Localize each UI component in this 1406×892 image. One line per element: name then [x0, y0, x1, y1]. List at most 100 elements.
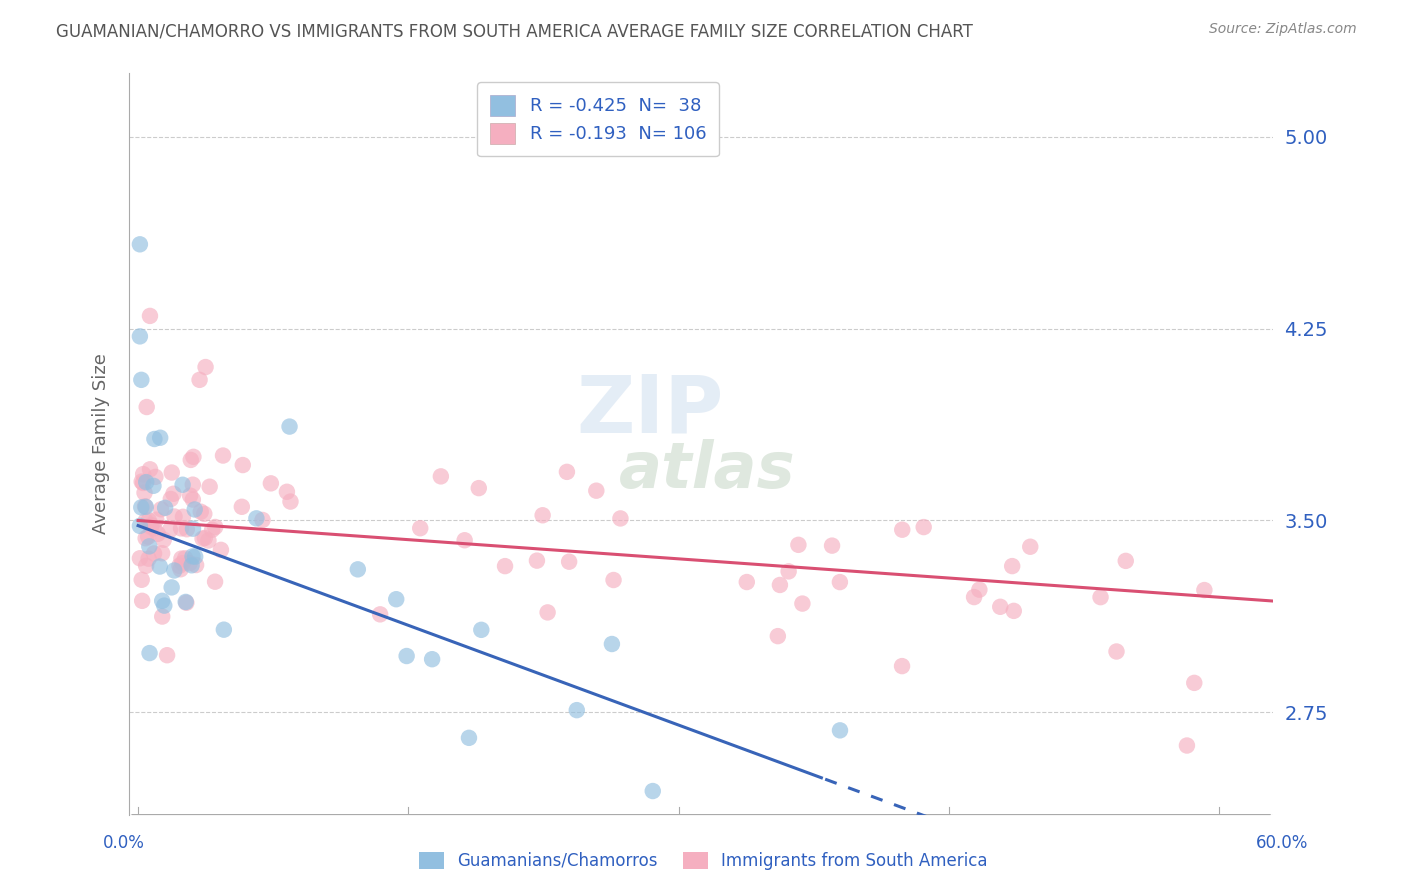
Point [159, 523, 181, 537]
Text: 60.0%: 60.0% [1256, 834, 1309, 852]
Point [179, 556, 201, 570]
Point [368, 607, 391, 622]
Point [181, 549, 204, 564]
Point [141, 518, 163, 533]
Point [132, 467, 155, 482]
Point [138, 539, 160, 553]
Text: GUAMANIAN/CHAMORRO VS IMMIGRANTS FROM SOUTH AMERICA AVERAGE FAMILY SIZE CORRELAT: GUAMANIAN/CHAMORRO VS IMMIGRANTS FROM SO… [56, 22, 973, 40]
Point [172, 556, 194, 570]
Point [536, 606, 558, 620]
Point [609, 511, 631, 525]
Point [1090, 590, 1112, 604]
Point [641, 784, 664, 798]
Point [160, 581, 183, 595]
Point [204, 520, 226, 534]
Point [395, 648, 418, 663]
Point [792, 597, 814, 611]
Point [193, 507, 215, 521]
Point [150, 609, 173, 624]
Point [1002, 604, 1025, 618]
Point [212, 449, 235, 463]
Point [565, 703, 588, 717]
Point [828, 723, 851, 738]
Point [430, 469, 453, 483]
Point [212, 623, 235, 637]
Point [821, 539, 844, 553]
Point [153, 500, 176, 515]
Point [891, 659, 914, 673]
Point [735, 574, 758, 589]
Point [231, 500, 253, 514]
Point [209, 542, 232, 557]
Point [555, 465, 578, 479]
Point [470, 623, 492, 637]
Point [150, 502, 173, 516]
Point [1001, 559, 1024, 574]
Point [135, 500, 157, 514]
Point [828, 575, 851, 590]
Point [280, 494, 302, 508]
Point [602, 573, 624, 587]
Point [912, 520, 935, 534]
Point [184, 549, 207, 564]
Point [152, 533, 174, 547]
Point [176, 596, 198, 610]
Point [132, 475, 155, 490]
Point [194, 531, 217, 545]
Point [180, 453, 202, 467]
Point [232, 458, 254, 472]
Point [891, 523, 914, 537]
Point [174, 551, 197, 566]
Point [201, 523, 224, 537]
Point [245, 511, 267, 525]
Point [163, 509, 186, 524]
Point [128, 237, 150, 252]
Point [778, 565, 800, 579]
Point [988, 599, 1011, 614]
Point [458, 731, 481, 745]
Point [194, 359, 217, 374]
Point [252, 513, 274, 527]
Point [162, 487, 184, 501]
Point [153, 599, 176, 613]
Point [181, 477, 204, 491]
Point [135, 531, 157, 545]
Point [420, 652, 443, 666]
Point [172, 509, 194, 524]
Point [1175, 739, 1198, 753]
Point [146, 526, 169, 541]
Point [139, 309, 162, 323]
Text: 0.0%: 0.0% [103, 834, 145, 852]
Point [1115, 554, 1137, 568]
Point [169, 558, 191, 573]
Point [453, 533, 475, 548]
Point [181, 492, 204, 507]
Point [204, 574, 226, 589]
Point [184, 558, 207, 572]
Point [128, 329, 150, 343]
Point [172, 477, 194, 491]
Point [149, 431, 172, 445]
Point [135, 400, 157, 414]
Point [276, 484, 298, 499]
Point [138, 551, 160, 566]
Point [145, 513, 167, 527]
Point [180, 558, 202, 573]
Point [150, 594, 173, 608]
Point [150, 546, 173, 560]
Point [181, 522, 204, 536]
Point [174, 595, 197, 609]
Point [129, 500, 152, 515]
Point [346, 562, 368, 576]
Point [260, 476, 283, 491]
Point [139, 462, 162, 476]
Legend: Guamanians/Chamorros, Immigrants from South America: Guamanians/Chamorros, Immigrants from So… [412, 845, 994, 877]
Point [169, 562, 191, 576]
Point [526, 554, 548, 568]
Point [766, 629, 789, 643]
Point [183, 502, 205, 516]
Point [143, 521, 166, 535]
Y-axis label: Average Family Size: Average Family Size [93, 353, 110, 534]
Point [131, 594, 153, 608]
Point [131, 373, 153, 387]
